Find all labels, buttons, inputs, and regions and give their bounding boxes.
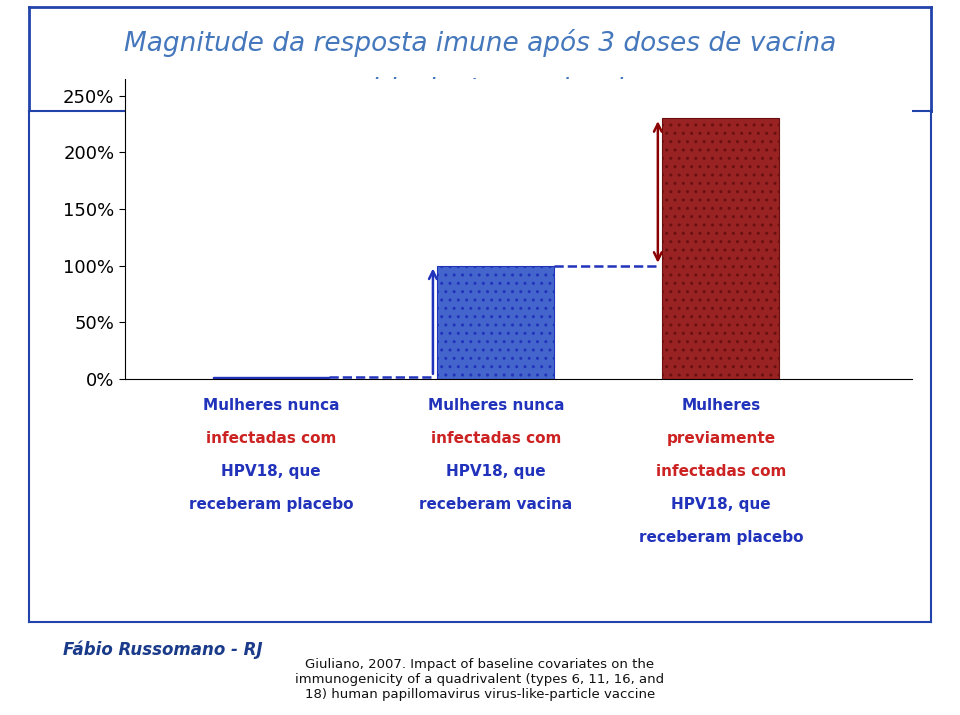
Text: receberam placebo: receberam placebo xyxy=(189,497,353,512)
Text: Fábio Russomano - RJ: Fábio Russomano - RJ xyxy=(63,641,263,659)
Text: infectadas com: infectadas com xyxy=(431,431,561,446)
Text: HPV18, que: HPV18, que xyxy=(671,497,771,512)
Text: receberam vacina: receberam vacina xyxy=(420,497,572,512)
Text: Magnitude da resposta imune após 3 doses de vacina: Magnitude da resposta imune após 3 doses… xyxy=(124,29,836,57)
Bar xyxy=(662,118,780,379)
Bar xyxy=(212,377,329,379)
Text: previamente: previamente xyxy=(666,431,776,446)
Text: HPV18, que: HPV18, que xyxy=(446,464,545,479)
Text: infectadas com: infectadas com xyxy=(205,431,336,446)
Text: HPV18, que: HPV18, que xyxy=(221,464,321,479)
Text: receberam placebo: receberam placebo xyxy=(638,530,804,545)
Text: Giuliano, 2007. Impact of baseline covariates on the
immunogenicity of a quadriv: Giuliano, 2007. Impact of baseline covar… xyxy=(296,659,664,701)
Bar xyxy=(438,266,554,379)
Text: quadrivalente ou placebo: quadrivalente ou placebo xyxy=(312,77,648,103)
Text: Mulheres nunca: Mulheres nunca xyxy=(427,398,564,413)
Text: infectadas com: infectadas com xyxy=(656,464,786,479)
Text: Mulheres: Mulheres xyxy=(682,398,760,413)
Text: Mulheres nunca: Mulheres nunca xyxy=(203,398,339,413)
